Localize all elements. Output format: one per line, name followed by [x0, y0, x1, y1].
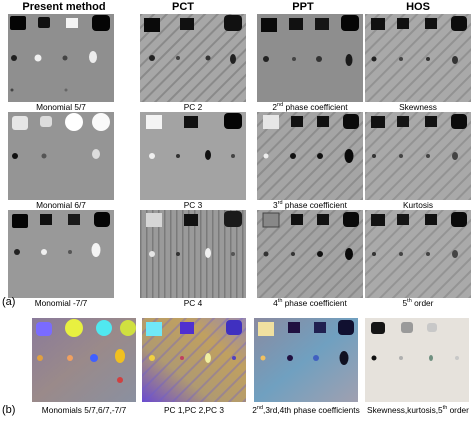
- caption-pc2: PC 2: [183, 102, 203, 112]
- panel-present-method-monomial-5-7: [8, 14, 114, 102]
- caption-monomial-6-7: Monomial 6/7: [36, 200, 86, 210]
- panel-present-method-monomial-neg7-7: [8, 210, 114, 298]
- caption-3rd-phase-coefficient: 3rd phase coefficient: [273, 200, 347, 210]
- panel-hos-kurtosis: [365, 112, 471, 200]
- column-header-pct: PCT: [172, 1, 194, 13]
- panel-pct-pc2: [140, 14, 246, 102]
- caption-monomial-5-7: Monomial 5/7: [36, 102, 86, 112]
- caption-pc-combined: PC 1,PC 2,PC 3: [164, 405, 224, 415]
- panel-ppt-2nd-phase: [257, 14, 363, 102]
- column-header-ppt: PPT: [292, 1, 314, 13]
- caption-monomial-neg7-7: Monomial -7/7: [34, 298, 88, 308]
- panel-hos-color: [365, 318, 469, 402]
- panel-present-method-color: [32, 318, 136, 402]
- column-header-present-method: Present method: [22, 1, 106, 13]
- caption-hos-combined: Skewness,kurtosis,5th order: [367, 405, 469, 415]
- panel-hos-5th-order: [365, 210, 471, 298]
- row-label-b: (b): [2, 404, 16, 416]
- caption-monomials-combined: Monomials 5/7,6/7,-7/7: [41, 405, 127, 415]
- column-header-hos: HOS: [406, 1, 430, 13]
- caption-phase-coefficients-combined: 2nd,3rd,4th phase coefficients: [252, 405, 360, 415]
- panel-pct-color: [142, 318, 246, 402]
- caption-pc3: PC 3: [183, 200, 203, 210]
- panel-pct-pc3: [140, 112, 246, 200]
- panel-hos-skewness: [365, 14, 471, 102]
- panel-ppt-color: [254, 318, 358, 402]
- caption-pc4: PC 4: [183, 298, 203, 308]
- caption-4th-phase-coefficient: 4th phase coefficient: [273, 298, 347, 308]
- panel-ppt-4th-phase: [257, 210, 363, 298]
- panel-present-method-monomial-6-7: [8, 112, 114, 200]
- row-label-a: (a): [2, 296, 16, 308]
- caption-skewness: Skewness: [399, 102, 437, 112]
- panel-ppt-3rd-phase: [257, 112, 363, 200]
- caption-5th-order: 5th order: [402, 298, 434, 308]
- caption-kurtosis: Kurtosis: [403, 200, 433, 210]
- caption-2nd-phase-coefficient: 2nd phase coefficient: [272, 102, 348, 112]
- panel-pct-pc4: [140, 210, 246, 298]
